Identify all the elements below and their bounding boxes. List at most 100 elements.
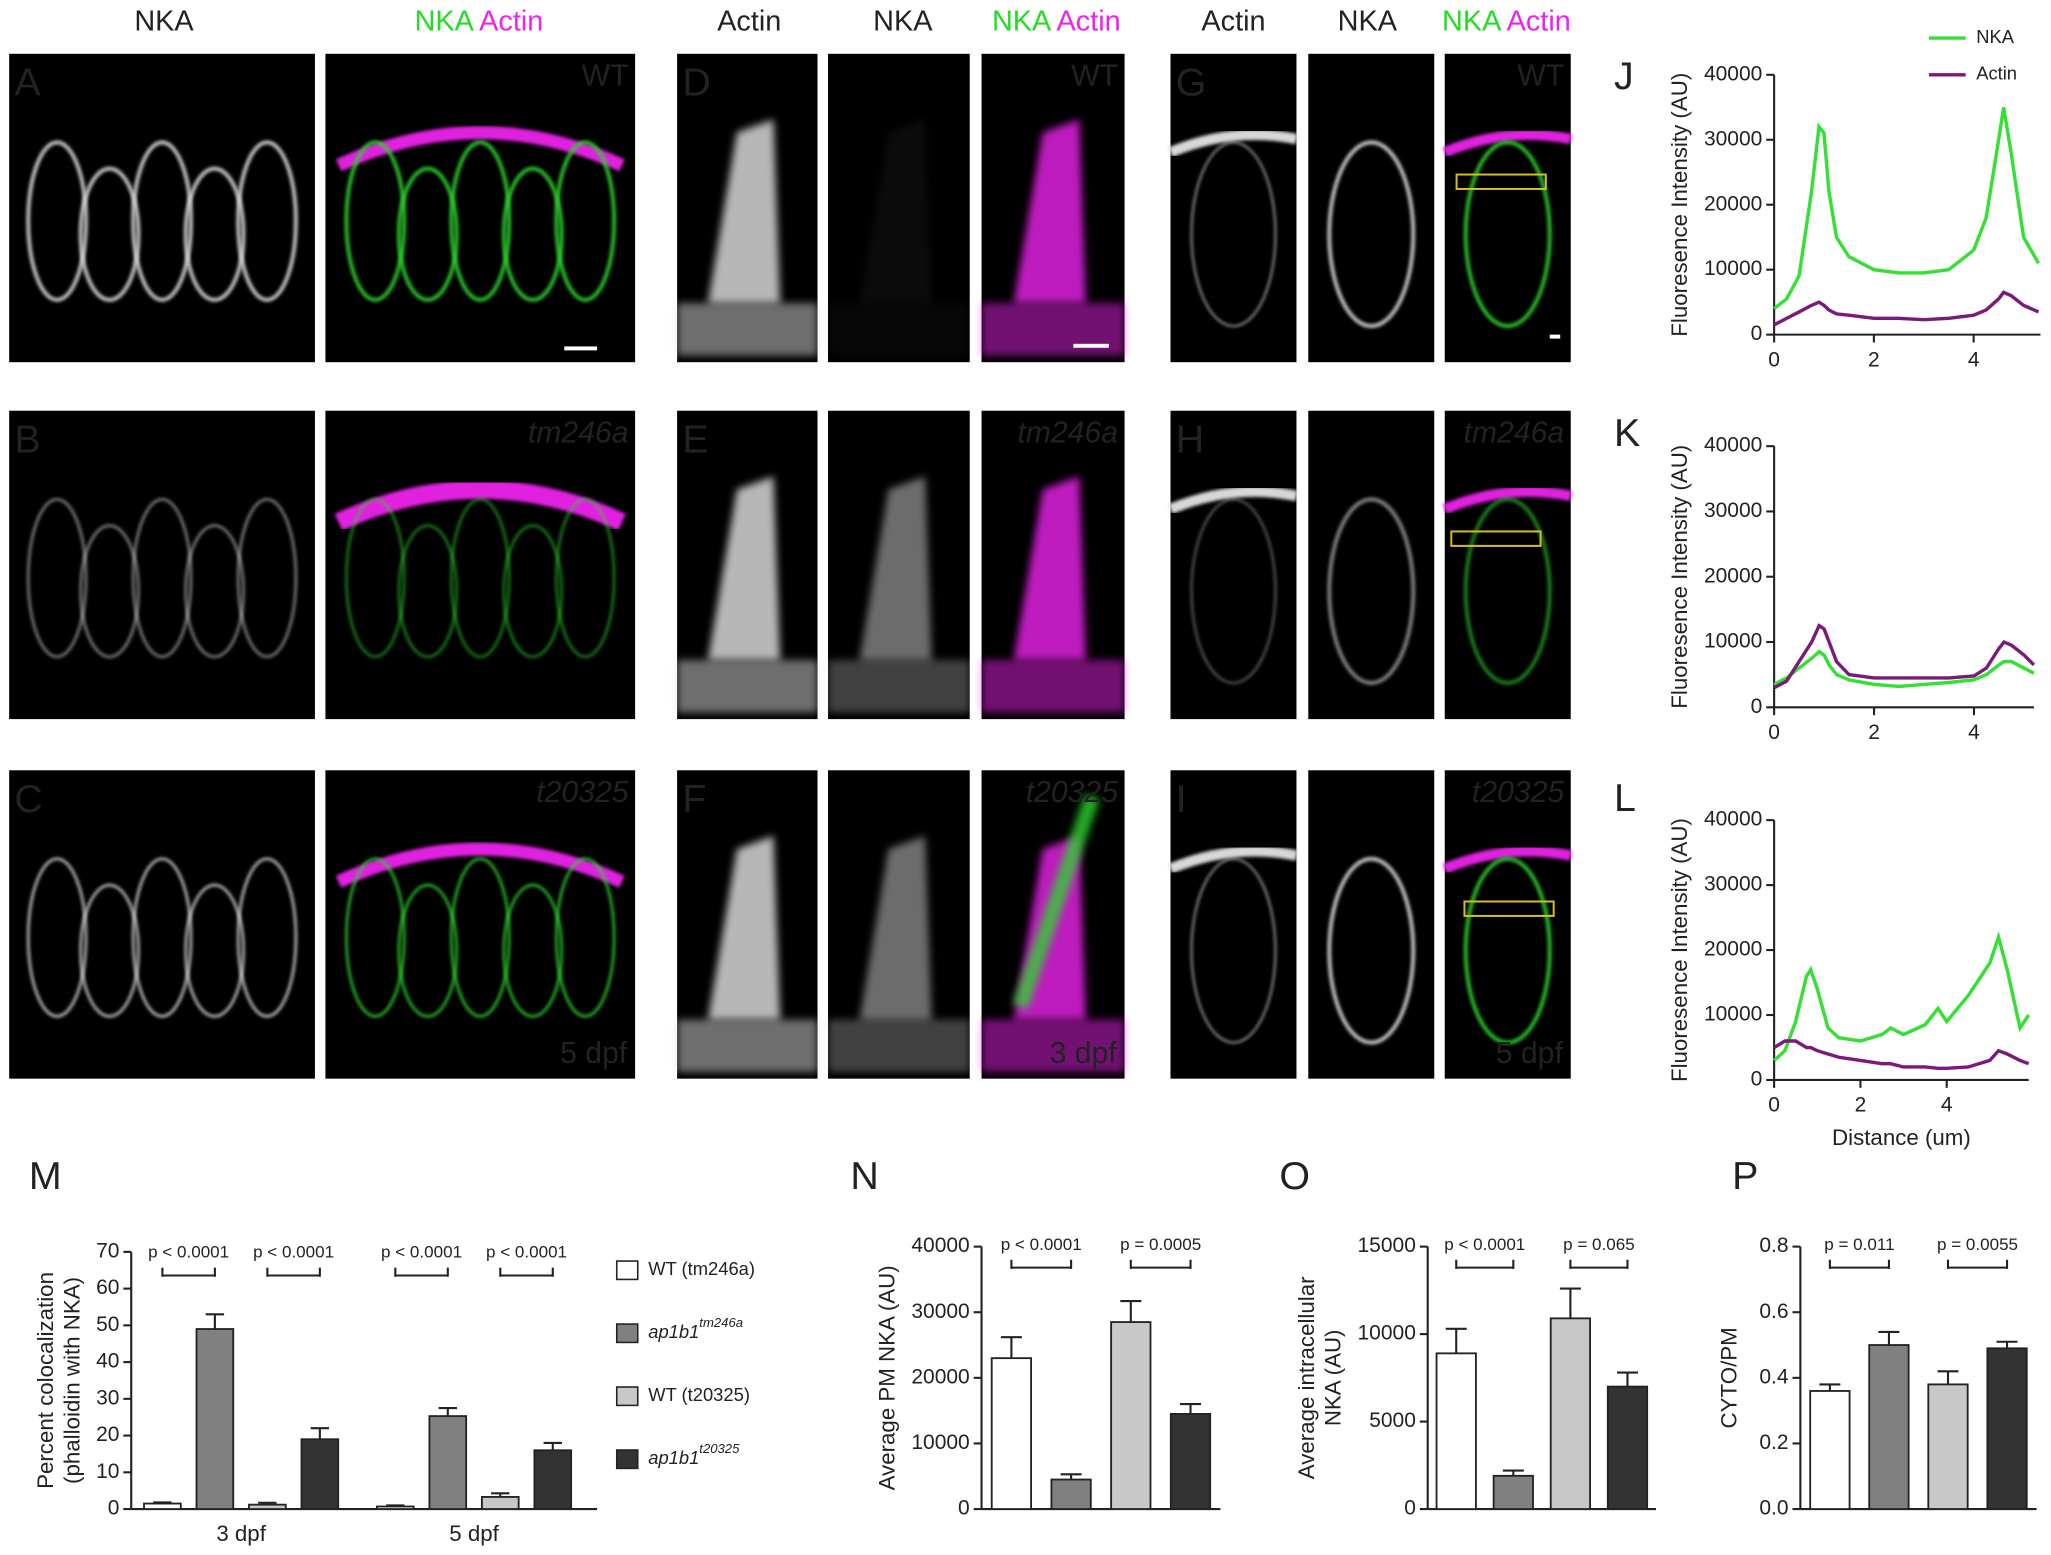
- base-stain: [828, 660, 970, 713]
- micrograph: [981, 53, 1125, 363]
- x-tick-label: 4: [1941, 1094, 1953, 1117]
- image-background: [1170, 53, 1297, 363]
- base-stain: [828, 303, 970, 355]
- cell-outline: [26, 857, 88, 1018]
- column-header: NKA: [134, 5, 194, 37]
- micrograph: [1168, 770, 1298, 1079]
- y-tick-label: 40000: [1704, 434, 1762, 457]
- image-background: [9, 53, 315, 363]
- cell-outline: [344, 140, 407, 302]
- y-axis-label: Fluoresence Intensity (AU): [1667, 818, 1692, 1082]
- actin-stain: [334, 480, 626, 531]
- y-tick-label: 60: [96, 1276, 119, 1299]
- cell-outline: [345, 497, 406, 659]
- y-tick-label: 30: [96, 1386, 119, 1409]
- legend-swatch: [615, 1260, 639, 1281]
- image-background: [1170, 410, 1297, 720]
- legend-label: Actin: [1976, 63, 2017, 84]
- bar: [195, 1328, 235, 1510]
- micrograph: [325, 53, 636, 363]
- cell-outline: [449, 140, 512, 302]
- y-tick-label: 10000: [1704, 630, 1762, 653]
- actin-stain: [335, 842, 625, 888]
- cell-outline: [1463, 856, 1552, 1045]
- header-word: NKA: [1442, 5, 1502, 37]
- x-tick-label: 2: [1868, 348, 1880, 371]
- base-stain: [981, 1019, 1125, 1073]
- micrograph: [1308, 53, 1435, 363]
- cell-outline: [501, 166, 564, 302]
- panel-letter: M: [29, 1154, 62, 1198]
- header-word: Actin: [1201, 5, 1265, 37]
- kinocilium-stain: [859, 835, 932, 1020]
- base-stain: [981, 660, 1125, 713]
- cuticle-stain: [1442, 486, 1572, 514]
- header-word: Actin: [1057, 5, 1121, 37]
- y-tick-label: 0.4: [1759, 1365, 1789, 1388]
- p-value: p = 0.0005: [1120, 1235, 1201, 1254]
- legend-label: ap1b1t20325: [648, 1441, 740, 1468]
- bar: [248, 1503, 287, 1510]
- panel-letter: N: [850, 1154, 878, 1198]
- column-header: NKA Actin: [992, 5, 1121, 37]
- cell-outline: [184, 524, 245, 659]
- actin-stain: [335, 125, 625, 172]
- y-tick-label: 5000: [1369, 1409, 1416, 1432]
- panel-letter: K: [1614, 411, 1640, 455]
- header-word: NKA: [1338, 5, 1398, 37]
- legend-label: WT (tm246a): [648, 1258, 755, 1279]
- x-tick-label: 2: [1868, 721, 1880, 744]
- panel-letter: B: [14, 418, 40, 462]
- bar: [1606, 1385, 1649, 1510]
- roi-box: [1450, 530, 1542, 547]
- image-background: [1444, 53, 1571, 363]
- column-header: NKA Actin: [415, 5, 544, 37]
- micrograph: [325, 410, 636, 720]
- scale-bar: [1549, 334, 1561, 339]
- y-axis-label: (phalloidin with NKA): [59, 1277, 84, 1484]
- stage-label: 3 dpf: [1050, 1037, 1118, 1070]
- y-tick-label: 10000: [1358, 1322, 1416, 1345]
- cell-outline: [236, 857, 298, 1018]
- genotype-label: t20325: [536, 776, 629, 809]
- image-background: [1308, 410, 1435, 720]
- legend-superscript: t20325: [699, 1441, 740, 1456]
- series-line: [1773, 107, 2041, 310]
- y-tick-label: 40: [96, 1350, 119, 1373]
- y-tick-label: 30000: [911, 1300, 969, 1323]
- x-tick-label: 0: [1768, 721, 1780, 744]
- y-tick-label: 0: [108, 1497, 120, 1520]
- cell-outline: [555, 497, 616, 659]
- header-word: NKA: [415, 5, 475, 37]
- cuticle-stain: [1168, 129, 1298, 158]
- cuticle-stain: [1442, 129, 1572, 158]
- micrograph: [1308, 770, 1435, 1079]
- image-background: [9, 770, 315, 1079]
- y-axis-label: Average PM NKA (AU): [874, 1265, 899, 1490]
- cell-outline: [450, 857, 511, 1018]
- y-tick-label: 20000: [1704, 192, 1762, 215]
- y-tick-label: 0: [1404, 1497, 1416, 1520]
- y-tick-label: 40000: [1704, 62, 1762, 85]
- y-tick-label: 70: [96, 1239, 119, 1262]
- bar: [480, 1496, 520, 1510]
- image-background: [1444, 770, 1571, 1079]
- base-stain: [677, 1019, 818, 1073]
- series-line: [1773, 649, 2035, 689]
- cell-outline: [131, 140, 193, 302]
- panel-letter: O: [1279, 1154, 1310, 1198]
- legend-name: WT (tm246a): [648, 1258, 755, 1279]
- image-background: [325, 770, 636, 1079]
- cell-outline: [502, 524, 563, 659]
- legend-swatch: [615, 1323, 639, 1344]
- p-value: p < 0.0001: [1001, 1235, 1082, 1254]
- header-word: NKA: [992, 5, 1052, 37]
- genotype-label: tm246a: [1464, 416, 1565, 449]
- cell-outline: [26, 497, 88, 659]
- bar: [1549, 1317, 1592, 1510]
- cell-outline: [397, 524, 458, 659]
- kinocilium-stain: [707, 476, 781, 661]
- micrograph: [981, 410, 1125, 720]
- bar: [300, 1438, 340, 1510]
